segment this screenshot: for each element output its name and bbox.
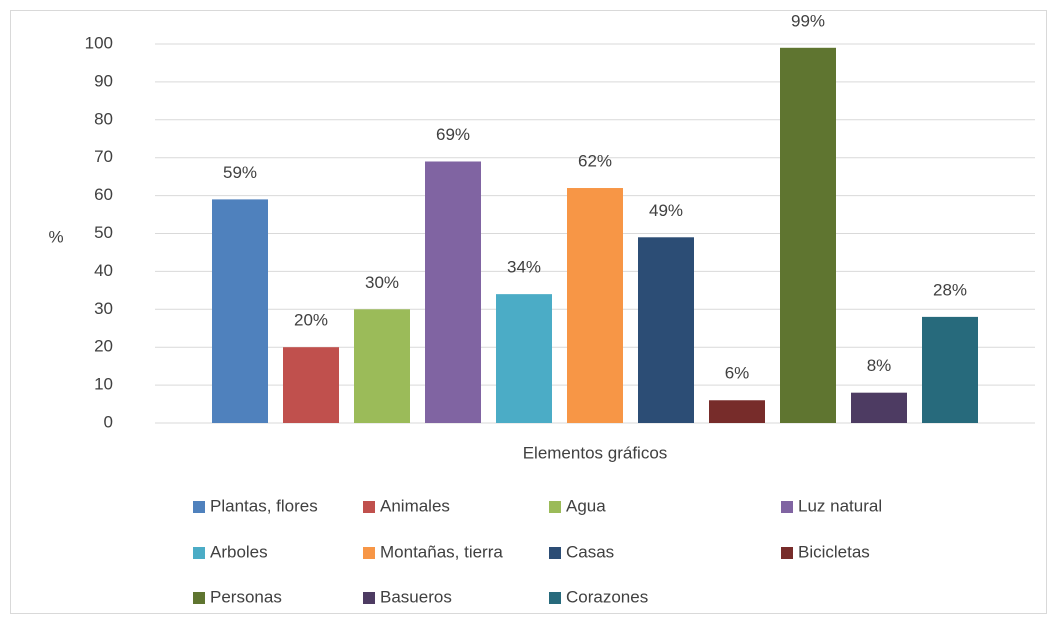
data-label: 20% <box>294 311 328 330</box>
bar <box>212 199 268 423</box>
legend-label: Luz natural <box>798 496 882 515</box>
bar <box>922 316 978 423</box>
bar <box>283 347 339 423</box>
legend-swatch <box>781 547 793 559</box>
legend-label: Plantas, flores <box>210 496 318 515</box>
legend-label: Animales <box>380 496 450 515</box>
legend-swatch <box>193 547 205 559</box>
y-tick-label: 90 <box>94 71 113 90</box>
y-tick-label: 50 <box>94 223 113 242</box>
legend-label: Bicicletas <box>798 542 870 561</box>
legend-swatch <box>363 547 375 559</box>
bar <box>851 392 907 423</box>
bar <box>567 188 623 423</box>
legend-swatch <box>549 501 561 513</box>
data-label: 6% <box>725 364 750 383</box>
legend-swatch <box>549 592 561 604</box>
legend-label: Personas <box>210 587 282 606</box>
bar <box>638 237 694 423</box>
legend-label: Montañas, tierra <box>380 542 503 561</box>
bar <box>780 47 836 423</box>
y-tick-label: 10 <box>94 375 113 394</box>
data-label: 99% <box>791 11 825 30</box>
y-tick-label: 20 <box>94 337 113 356</box>
data-label: 8% <box>867 356 892 375</box>
data-label: 28% <box>933 280 967 299</box>
legend-swatch <box>363 592 375 604</box>
legend-label: Casas <box>566 542 614 561</box>
y-tick-label: 70 <box>94 147 113 166</box>
y-axis-label: % <box>48 227 63 246</box>
data-label: 69% <box>436 125 470 144</box>
legend-swatch <box>781 501 793 513</box>
data-label: 62% <box>578 152 612 171</box>
legend-swatch <box>549 547 561 559</box>
y-tick-label: 0 <box>104 412 113 431</box>
legend-label: Arboles <box>210 542 268 561</box>
y-tick-label: 40 <box>94 261 113 280</box>
data-label: 34% <box>507 258 541 277</box>
y-tick-label: 100 <box>85 33 113 52</box>
legend-swatch <box>193 501 205 513</box>
legend-label: Basueros <box>380 587 452 606</box>
bar <box>709 400 765 423</box>
bar <box>354 309 410 423</box>
legend-swatch <box>193 592 205 604</box>
bar <box>425 161 481 424</box>
y-tick-label: 80 <box>94 109 113 128</box>
bar <box>496 294 552 423</box>
data-label: 59% <box>223 163 257 182</box>
data-label: 30% <box>365 273 399 292</box>
legend-swatch <box>363 501 375 513</box>
y-tick-label: 60 <box>94 185 113 204</box>
legend-label: Corazones <box>566 587 648 606</box>
x-axis-label: Elementos gráficos <box>523 443 668 462</box>
y-tick-label: 30 <box>94 299 113 318</box>
data-label: 49% <box>649 201 683 220</box>
legend-label: Agua <box>566 496 606 515</box>
